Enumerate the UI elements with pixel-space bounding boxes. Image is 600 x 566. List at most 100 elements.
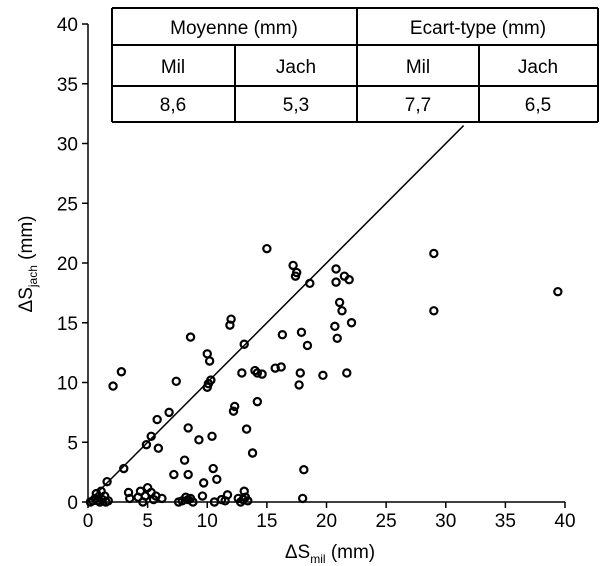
data-point — [179, 455, 190, 465]
data-point — [243, 496, 253, 506]
data-point — [344, 275, 354, 285]
data-point — [297, 493, 308, 504]
data-point — [197, 491, 208, 501]
table-subheader-moyenne-mil: Mil — [161, 57, 185, 78]
x-tick-label: 20 — [316, 511, 337, 532]
data-point — [188, 497, 198, 507]
data-point — [299, 465, 309, 475]
x-tick-label: 15 — [256, 511, 277, 532]
x-axis-title-main: ΔS — [285, 542, 310, 563]
data-point — [153, 443, 164, 453]
data-point — [294, 380, 304, 390]
data-point — [226, 314, 236, 324]
y-tick-label: 5 — [67, 433, 78, 454]
table-value-moyenne-jach: 5,3 — [283, 95, 309, 116]
x-tick-label: 25 — [376, 511, 397, 532]
table-value-moyenne-mil: 8,6 — [160, 95, 186, 116]
y-axis-title-sub: jach — [26, 265, 40, 288]
data-point — [116, 367, 127, 377]
table-value-ecart-jach: 6,5 — [525, 95, 551, 116]
data-point — [228, 406, 239, 416]
data-point — [252, 368, 263, 378]
data-point — [429, 248, 439, 259]
data-point — [305, 278, 315, 289]
table-header-ecart-type: Ecart-type (mm) — [410, 18, 546, 39]
data-point — [331, 264, 341, 274]
data-point — [337, 306, 347, 316]
data-point — [208, 463, 218, 474]
x-axis-title-unit: (mm) — [326, 542, 376, 563]
data-point — [334, 297, 345, 308]
data-point — [141, 439, 152, 450]
data-point — [194, 435, 204, 445]
y-tick-label: 30 — [57, 135, 78, 156]
x-tick-label: 0 — [83, 511, 94, 532]
data-point — [247, 448, 258, 458]
data-point — [123, 487, 134, 498]
y-tick-label: 0 — [67, 493, 78, 514]
ticks — [82, 23, 566, 508]
data-point — [429, 306, 439, 316]
x-axis-title: ΔSmil (mm) — [285, 542, 375, 566]
data-point — [331, 277, 341, 287]
y-tick-label: 25 — [57, 194, 78, 215]
data-point — [135, 486, 146, 496]
data-point — [212, 474, 222, 484]
data-point — [103, 496, 113, 506]
data-point — [302, 340, 313, 351]
data-point — [295, 368, 305, 378]
table-subheader-ecart-mil: Mil — [406, 57, 430, 78]
x-tick-label: 10 — [197, 511, 218, 532]
table-subheader-ecart-jach: Jach — [518, 57, 558, 78]
x-tick-label: 5 — [142, 511, 153, 532]
x-tick-label: 40 — [554, 511, 575, 532]
x-tick-label: 30 — [435, 511, 456, 532]
y-tick-label: 35 — [57, 75, 78, 96]
data-point — [171, 376, 181, 387]
data-point — [146, 431, 156, 441]
data-point — [318, 370, 328, 381]
data-point — [206, 375, 216, 385]
summary-table: Moyenne (mm) Ecart-type (mm) Mil Jach Mi… — [111, 7, 599, 123]
data-point — [342, 368, 352, 378]
data-point — [291, 267, 302, 278]
data-point — [332, 333, 342, 343]
tick-labels: 0 5 10 15 20 25 30 35 40 0 5 10 15 20 25 30 35 40 — [57, 15, 576, 532]
y-tick-label: 10 — [57, 374, 78, 395]
data-point — [119, 463, 129, 474]
y-axis-title: ΔSjach (mm) — [16, 216, 40, 313]
data-point — [346, 318, 357, 328]
y-axis-title-unit: (mm) — [16, 216, 37, 266]
x-tick-label: 35 — [495, 511, 516, 532]
data-point — [96, 486, 106, 496]
data-point — [257, 369, 267, 379]
y-axis-title-main: ΔS — [16, 287, 37, 312]
data-point — [183, 469, 193, 480]
y-tick-label: 40 — [57, 15, 78, 36]
data-point — [183, 423, 193, 433]
data-point — [252, 396, 263, 407]
data-point — [229, 401, 240, 412]
table-value-ecart-mil: 7,7 — [405, 95, 431, 116]
data-point — [277, 330, 288, 340]
data-point — [169, 469, 179, 480]
table-header-moyenne: Moyenne (mm) — [170, 18, 298, 39]
data-point — [108, 381, 118, 391]
data-point — [164, 407, 174, 418]
data-point — [553, 286, 563, 297]
data-point — [296, 327, 307, 338]
reference-line — [87, 125, 465, 503]
data-point — [262, 243, 272, 254]
data-point — [239, 339, 249, 349]
data-point — [207, 431, 217, 441]
y-tick-label: 20 — [57, 254, 78, 275]
data-point — [157, 493, 167, 504]
data-point — [241, 424, 252, 434]
data-point — [237, 368, 247, 378]
x-axis-title-sub: mil — [310, 552, 325, 566]
data-point — [204, 356, 215, 366]
data-point — [102, 476, 112, 487]
table-subheader-moyenne-jach: Jach — [276, 57, 316, 78]
y-tick-label: 15 — [57, 314, 78, 335]
